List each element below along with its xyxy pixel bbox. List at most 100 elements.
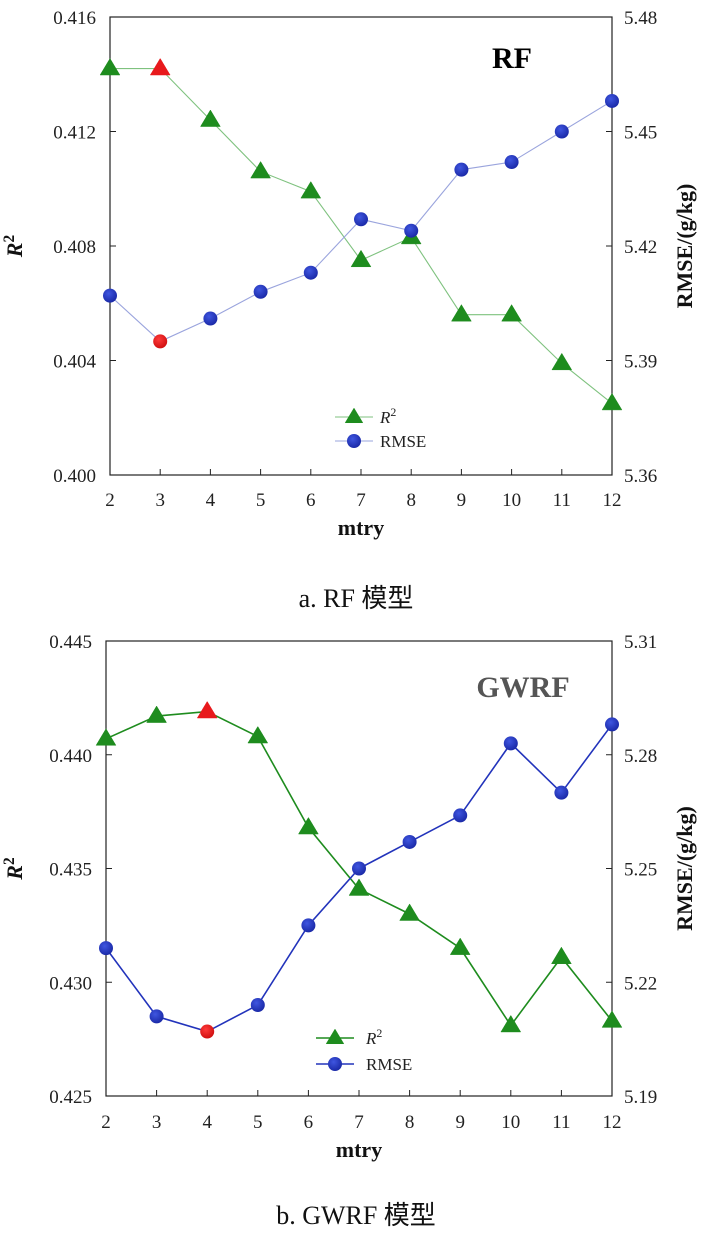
rmse-point — [605, 717, 619, 732]
y-tick-label: 0.440 — [49, 746, 92, 767]
legend-circle-icon — [328, 1057, 342, 1071]
rmse-point — [352, 861, 366, 876]
rmse-point — [99, 941, 113, 956]
r2-label: R2 — [365, 1026, 382, 1048]
y2-tick-label: 5.25 — [624, 860, 657, 881]
y-tick-label: 0.412 — [53, 123, 96, 144]
figure-caption: a. RF 模型 — [299, 584, 414, 613]
r2-point — [601, 1010, 623, 1028]
y-tick-label: 0.445 — [49, 632, 92, 653]
y2-axis-title: RMSE/(g/kg) — [672, 184, 697, 309]
plot-frame — [109, 16, 613, 476]
x-tick-label: 6 — [304, 1112, 314, 1133]
r2-point — [348, 878, 370, 896]
y2-axis-title: RMSE/(g/kg) — [672, 806, 697, 931]
x-tick-label: 12 — [603, 490, 622, 511]
x-tick-label: 7 — [356, 490, 366, 511]
rmse-point — [504, 155, 519, 170]
r2-point — [551, 352, 573, 371]
x-tick-label: 7 — [354, 1112, 364, 1133]
rmse-point — [153, 334, 168, 349]
series-line-rmse — [105, 723, 613, 1033]
x-tick-label: 4 — [202, 1112, 212, 1133]
r2-point — [449, 937, 471, 955]
r2-point — [298, 817, 319, 835]
x-tick-label: 10 — [502, 490, 521, 511]
x-axis-title: mtry — [336, 1137, 382, 1162]
x-tick-label: 8 — [406, 490, 416, 511]
rmse-point — [554, 785, 569, 800]
r2-point — [196, 700, 218, 719]
r2-point — [146, 705, 167, 723]
r2-point — [99, 57, 121, 76]
r2-label: R2 — [379, 405, 396, 427]
rmse-point — [203, 311, 218, 326]
legend: R2 RMSE — [316, 1026, 412, 1074]
y2-tick-label: 5.36 — [624, 466, 657, 487]
rmse-point — [404, 223, 419, 238]
x-tick-label: 12 — [603, 1112, 622, 1133]
r2-point — [500, 1014, 522, 1033]
y-tick-label: 0.408 — [53, 237, 96, 258]
y-tick-label: 0.435 — [49, 860, 92, 881]
y2-tick-label: 5.39 — [624, 352, 657, 373]
rmse-point — [149, 1009, 164, 1024]
legend-circle-icon — [347, 434, 361, 448]
rmse-point — [453, 808, 468, 823]
legend-triangle-icon — [325, 1028, 345, 1045]
y2-tick-label: 5.45 — [624, 123, 657, 144]
series-line-r2 — [110, 67, 613, 404]
x-axis-title: mtry — [338, 515, 384, 540]
y-axis-title: R2 — [1, 857, 28, 881]
r2-point — [601, 392, 623, 411]
chart-panel-gwrf: 0.425 0.430 0.435 0.440 0.445 5.19 5.22 5.25 5.2… — [1, 632, 698, 1162]
figure-caption: b. GWRF 模型 — [276, 1201, 436, 1230]
x-tick-label: 10 — [501, 1112, 520, 1133]
y-tick-label: 0.416 — [53, 8, 96, 29]
r2-point — [551, 946, 572, 964]
legend-triangle-icon — [344, 407, 364, 424]
rmse-point — [554, 124, 569, 139]
x-tick-label: 3 — [152, 1112, 162, 1133]
rmse-point — [103, 288, 117, 303]
r2-point — [300, 181, 322, 199]
y-axis-title: R2 — [1, 235, 28, 259]
r2-point — [247, 726, 269, 744]
legend-label-rmse: RMSE — [380, 432, 426, 451]
y2-tick-label: 5.19 — [624, 1087, 657, 1108]
legend-label-rmse: RMSE — [366, 1055, 412, 1074]
r2-point — [95, 728, 117, 746]
x-tick-label: 4 — [206, 490, 216, 511]
panel-title: GWRF — [476, 671, 569, 704]
x-tick-label: 11 — [553, 490, 571, 511]
rmse-point — [250, 998, 265, 1012]
rmse-point — [402, 834, 417, 849]
y-tick-label: 0.400 — [53, 466, 96, 487]
x-tick-label: 8 — [405, 1112, 415, 1133]
y2-tick-label: 5.48 — [624, 8, 657, 29]
r2-point — [399, 903, 420, 921]
rmse-point — [605, 93, 619, 108]
rmse-point — [354, 212, 368, 227]
x-tick-label: 9 — [457, 490, 467, 511]
rmse-point — [200, 1024, 215, 1039]
r2-point — [451, 304, 472, 322]
x-tick-label: 2 — [105, 490, 115, 511]
y-tick-label: 0.404 — [53, 352, 96, 373]
x-tick-label: 11 — [552, 1112, 570, 1133]
y-tick-label: 0.425 — [49, 1087, 92, 1108]
x-tick-label: 5 — [253, 1112, 263, 1133]
r2-point — [350, 249, 372, 268]
x-tick-label: 2 — [101, 1112, 111, 1133]
chart-panel-rf: 0.400 0.404 0.408 0.412 0.416 5.36 5.39 5.42 5.4… — [1, 8, 698, 540]
r2-point — [250, 161, 271, 179]
panel-title: RF — [492, 42, 532, 75]
r2-point — [200, 109, 221, 127]
r2-point — [149, 57, 171, 76]
y2-tick-label: 5.42 — [624, 237, 657, 258]
y2-tick-label: 5.22 — [624, 973, 657, 994]
x-tick-label: 9 — [455, 1112, 465, 1133]
y-tick-label: 0.430 — [49, 973, 92, 994]
x-tick-label: 6 — [306, 490, 316, 511]
